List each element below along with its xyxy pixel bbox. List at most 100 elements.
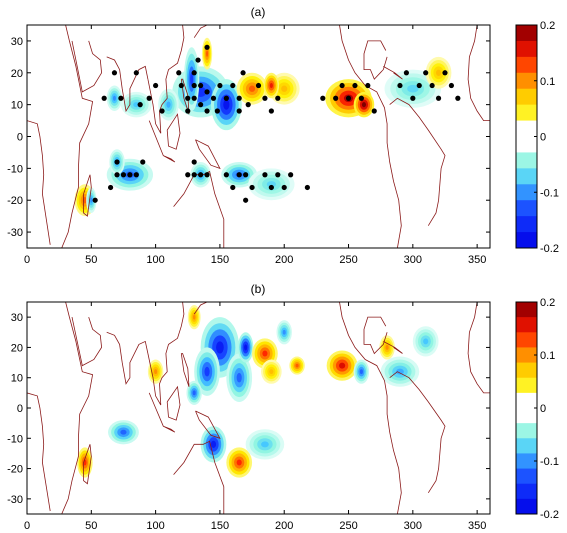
significance-dot — [198, 82, 204, 89]
coastline — [106, 56, 149, 113]
significance-dot — [423, 70, 429, 76]
contour-level — [266, 181, 276, 188]
significance-dot — [255, 82, 262, 89]
significance-dot — [268, 184, 274, 191]
panel-a-plot: 0 50 100 150 200 250 300 350 -30 -20 -10 0 10 20 30 — [7, 24, 491, 266]
significance-dot — [288, 172, 294, 178]
colorbar-band — [516, 302, 537, 318]
y-tick-label: -10 — [7, 433, 23, 445]
coastline — [61, 302, 94, 514]
significance-dot — [198, 172, 204, 178]
panel-a-contours — [74, 37, 452, 217]
coastline — [389, 97, 446, 226]
coastline — [148, 392, 176, 433]
colorbar-tick-label: 0 — [540, 403, 546, 415]
significance-dot — [230, 184, 236, 191]
coastline — [27, 120, 51, 245]
y-tick-label: 0 — [17, 403, 23, 415]
colorbar-band — [516, 232, 537, 249]
x-tick-label: 150 — [211, 254, 229, 266]
colorbar-band — [516, 332, 537, 348]
coastline — [193, 25, 208, 38]
panel-a-coastlines — [27, 25, 490, 248]
colorbar-band — [516, 56, 537, 74]
significance-dot — [178, 82, 184, 89]
contour-level — [261, 441, 269, 448]
contour-patch — [77, 447, 93, 478]
contour-patch — [263, 72, 280, 99]
contour-level — [339, 362, 346, 369]
contour-patch — [187, 305, 201, 330]
panel-b-title: (b) — [251, 282, 266, 296]
coastline — [195, 410, 221, 440]
contour-level — [120, 429, 127, 435]
x-tick-label: 100 — [146, 520, 164, 532]
y-tick-label: 30 — [11, 36, 23, 48]
contour-patch — [194, 347, 220, 396]
colorbar-tick-label: 0.2 — [540, 297, 555, 309]
x-tick-label: 200 — [275, 520, 293, 532]
significance-dot — [204, 44, 210, 50]
contour-level — [112, 95, 116, 101]
contour-patch — [248, 168, 295, 201]
significance-dot — [365, 82, 371, 89]
x-tick-label: 50 — [85, 520, 97, 532]
significance-dot — [345, 95, 352, 101]
contour-patch — [353, 359, 370, 384]
coastline — [195, 139, 221, 170]
y-tick-label: 20 — [11, 68, 23, 80]
significance-dot — [333, 95, 339, 101]
contour-level — [269, 369, 274, 375]
significance-dot — [339, 82, 345, 89]
significance-dot — [245, 102, 251, 108]
contour-level — [262, 350, 268, 357]
contour-level — [133, 102, 140, 108]
colorbar-band — [516, 438, 537, 454]
contour-patch — [245, 429, 285, 460]
significance-dot — [397, 82, 403, 89]
contour-patch — [425, 56, 452, 89]
contour-level — [192, 390, 196, 396]
contour-patch — [226, 447, 253, 478]
coastline — [180, 78, 190, 115]
contour-patch — [261, 359, 282, 384]
contour-patch — [412, 326, 439, 357]
significance-dot — [204, 108, 210, 114]
colorbar-band — [516, 72, 537, 90]
significance-dot — [455, 95, 461, 101]
panel-a-colorbar: 0.2 0.1 0 -0.1 -0.2 — [515, 20, 559, 255]
contour-level — [216, 341, 224, 354]
significance-dot — [371, 108, 377, 114]
panel-b-colorbar: 0.2 0.1 0 -0.1 -0.2 — [515, 297, 559, 521]
contour-patch — [379, 335, 395, 360]
contour-patch — [200, 426, 227, 463]
contour-patch — [106, 85, 123, 112]
contour-patch — [237, 332, 254, 363]
coastline — [173, 440, 225, 514]
colorbar-band — [516, 184, 537, 201]
x-tick-label: 0 — [24, 254, 30, 266]
coastline — [27, 392, 51, 512]
x-tick-label: 100 — [146, 254, 164, 266]
colorbar-tick-label: 0 — [540, 132, 546, 144]
colorbar-band — [516, 317, 537, 333]
contour-patch — [210, 79, 242, 131]
x-tick-label: 250 — [339, 520, 357, 532]
colorbar-band — [516, 392, 537, 409]
colorbar-band — [516, 423, 537, 439]
panel-b-axes: 0 50 100 150 200 250 300 350 -30 -20 -10 0 10 20 30 — [7, 302, 490, 532]
coastline — [147, 302, 185, 406]
y-tick-label: -10 — [7, 163, 23, 175]
contour-level — [223, 99, 230, 110]
contour-level — [236, 372, 242, 383]
significance-dot — [101, 95, 107, 101]
significance-dot — [236, 95, 242, 101]
contour-level — [385, 345, 389, 350]
significance-dot — [118, 95, 124, 101]
significance-dot — [304, 184, 310, 191]
colorbar-band — [516, 468, 537, 485]
significance-dot — [448, 82, 455, 89]
panel-a-axes: 0 50 100 150 200 250 300 350 -30 -20 -10 0 10 20 30 — [7, 25, 490, 266]
contour-level — [269, 82, 273, 89]
contour-patch — [236, 72, 268, 105]
